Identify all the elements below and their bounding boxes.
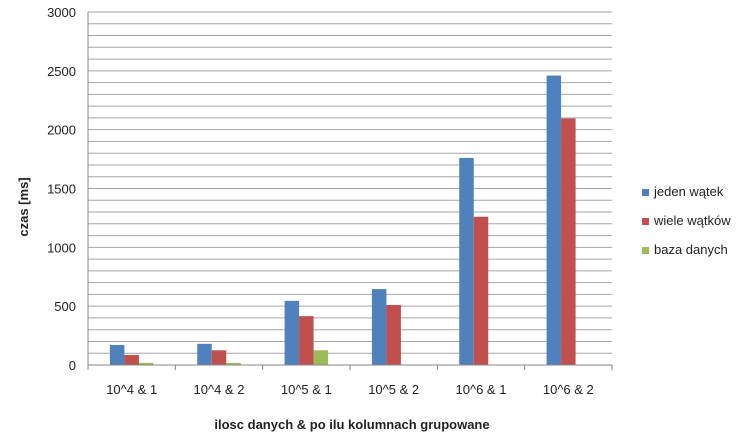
legend-swatch [642,218,649,225]
x-tick-labels: 10^4 & 1 10^4 & 2 10^5 & 1 10^5 & 2 10^6 & 1… [106,382,594,397]
y-tick-label: 2000 [47,123,76,138]
gridlines [88,11,612,366]
bar [371,289,387,365]
legend-swatch [642,247,649,254]
x-tick-label: 10^5 & 2 [368,382,419,397]
y-tick-label: 1000 [47,240,76,255]
x-tick-label: 10^5 & 1 [281,382,332,397]
bar [386,304,401,365]
y-tick-labels: 0 500 1000 1500 2000 2500 3000 [47,5,76,373]
y-tick-label: 0 [69,358,76,373]
bar [226,362,241,365]
legend-label: baza danych [654,242,728,257]
bar [109,344,125,365]
bar [138,362,154,365]
bar [299,316,314,365]
bars [109,75,576,365]
bar [211,350,227,365]
axes [87,12,613,370]
bar [197,343,212,365]
bar [473,216,489,365]
x-tick-label: 10^4 & 2 [194,382,245,397]
y-tick-label: 3000 [47,5,76,20]
legend-label: wiele wątków [653,213,731,228]
y-tick-label: 1500 [47,182,76,197]
x-tick-label: 10^6 & 1 [456,382,507,397]
bar [313,350,329,365]
x-tick-label: 10^6 & 2 [543,382,594,397]
legend-swatch [642,189,649,196]
y-tick-label: 2500 [47,64,76,79]
bar [561,118,576,365]
bar [284,300,300,365]
x-tick-label: 10^4 & 1 [106,382,157,397]
legend-label: jeden wątek [653,184,724,199]
legend: jeden wątek wiele wątków baza danych [642,184,731,257]
x-axis-title: ilosc danych & po ilu kolumnach grupowan… [214,417,489,432]
y-tick-label: 500 [54,299,76,314]
bar [459,157,474,365]
bar [546,75,562,365]
bar [124,354,139,365]
y-axis-title: czas [ms] [16,177,31,236]
